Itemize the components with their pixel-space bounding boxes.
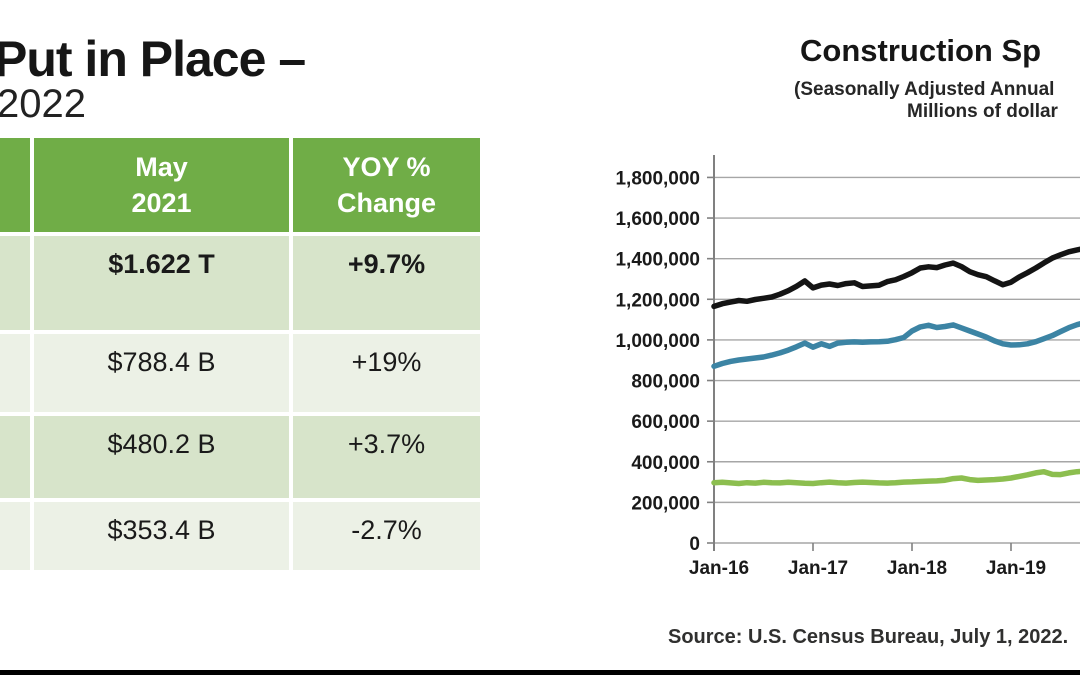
green-line — [711, 468, 1080, 487]
y-tick-label: 0 — [689, 534, 700, 555]
header-line: May — [135, 151, 188, 182]
table-header-cell-stub — [0, 138, 30, 232]
y-tick-label: 200,000 — [631, 493, 700, 514]
x-tick-label: Jan-18 — [887, 558, 947, 579]
chart-subtitle-line2: Millions of dollar — [907, 101, 1058, 122]
table-cell-yoy: -2.7% — [293, 502, 480, 570]
table-cell-stub — [0, 236, 30, 330]
y-tick-label: 600,000 — [631, 412, 700, 433]
y-tick-label: 1,400,000 — [615, 250, 700, 271]
table-cell-yoy: +3.7% — [293, 416, 480, 498]
y-tick-label: 1,000,000 — [615, 331, 700, 352]
table-cell-value: $788.4 B — [34, 334, 289, 412]
table-cell-yoy: +9.7% — [293, 236, 480, 330]
x-tick-label: Jan-17 — [788, 558, 848, 579]
y-tick-label: 1,600,000 — [615, 209, 700, 230]
black-line — [711, 246, 1080, 310]
table-cell-stub — [0, 416, 30, 498]
chart-canvas: 0 200,000 400,000 600,000 800,000 1,000,000 1,… — [615, 155, 1080, 579]
table-cell-stub — [0, 502, 30, 570]
table-cell-value: $353.4 B — [34, 502, 289, 570]
construction-spending-table: May 2021 YOY % Change $1.622 T +9.7% $78… — [0, 138, 480, 570]
table-header-cell-may-2021: May 2021 — [34, 138, 289, 232]
table-header-cell-yoy-change: YOY % Change — [293, 138, 480, 232]
bottom-divider-bar — [0, 670, 1080, 675]
slide-title-year: 2022 — [0, 82, 86, 126]
chart-title: Construction Sp — [800, 33, 1042, 68]
x-tick-label: Jan-16 — [689, 558, 749, 579]
y-tick-label: 1,800,000 — [615, 168, 700, 189]
header-line: YOY % — [342, 151, 431, 182]
y-tick-label: 800,000 — [631, 372, 700, 393]
header-line: 2021 — [131, 188, 192, 218]
slide-title: Put in Place – — [0, 31, 306, 87]
table-cell-stub — [0, 334, 30, 412]
table-cell-yoy: +19% — [293, 334, 480, 412]
blue-line — [711, 321, 1080, 370]
y-tick-label: 400,000 — [631, 453, 700, 474]
construction-spending-chart: 0 200,000 400,000 600,000 800,000 1,000,000 1,… — [580, 140, 1080, 600]
chart-source: Source: U.S. Census Bureau, July 1, 2022… — [668, 626, 1069, 648]
table-cell-value: $1.622 T — [34, 236, 289, 330]
header-line: Change — [336, 188, 436, 218]
y-tick-label: 1,200,000 — [615, 290, 700, 311]
table-cell-value: $480.2 B — [34, 416, 289, 498]
x-tick-label: Jan-19 — [986, 558, 1046, 579]
chart-subtitle-line1: (Seasonally Adjusted Annual — [794, 79, 1055, 100]
